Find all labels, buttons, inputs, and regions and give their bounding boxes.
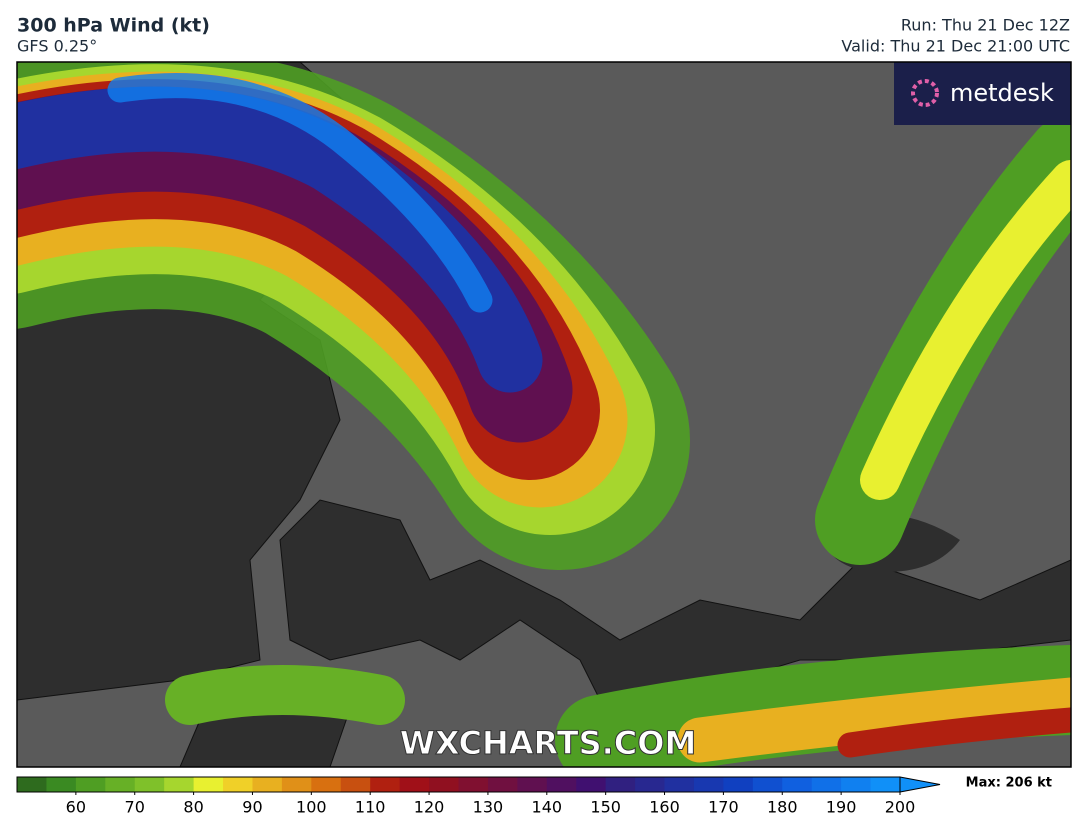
map: metdesk WXCHARTS.COM bbox=[17, 62, 1071, 767]
logo-text: metdesk bbox=[950, 79, 1054, 107]
color-swatch bbox=[841, 777, 872, 792]
color-swatch bbox=[340, 777, 371, 792]
color-swatch bbox=[46, 777, 77, 792]
tick-label: 80 bbox=[183, 798, 203, 817]
color-swatch bbox=[311, 777, 342, 792]
tick-label: 110 bbox=[355, 798, 386, 817]
color-swatch bbox=[723, 777, 754, 792]
color-swatch bbox=[576, 777, 607, 792]
tick-label: 150 bbox=[590, 798, 621, 817]
color-swatch bbox=[134, 777, 165, 792]
logo-box bbox=[894, 62, 1071, 125]
title: 300 hPa Wind (kt) bbox=[17, 15, 210, 37]
map-frame bbox=[16, 61, 1072, 768]
color-swatch bbox=[487, 777, 518, 792]
color-swatch bbox=[17, 777, 47, 792]
tick-label: 190 bbox=[826, 798, 857, 817]
color-swatch bbox=[105, 777, 136, 792]
tick-label: 200 bbox=[885, 798, 916, 817]
tick-label: 170 bbox=[708, 798, 739, 817]
color-swatch bbox=[782, 777, 813, 792]
watermark: WXCHARTS.COM bbox=[400, 724, 697, 762]
color-swatch bbox=[635, 777, 666, 792]
color-swatch bbox=[517, 777, 548, 792]
color-swatch bbox=[223, 777, 253, 792]
max-label: Max: 206 kt bbox=[966, 776, 1052, 791]
color-swatch bbox=[193, 777, 224, 792]
color-swatch bbox=[399, 777, 430, 792]
tick-label: 100 bbox=[296, 798, 327, 817]
color-swatch bbox=[75, 777, 106, 792]
colorbar-frame bbox=[16, 776, 901, 793]
tick-label: 180 bbox=[767, 798, 798, 817]
subtitle: GFS 0.25° bbox=[17, 37, 97, 56]
tick-label: 130 bbox=[473, 798, 504, 817]
tick-label: 70 bbox=[125, 798, 145, 817]
logo-icon bbox=[911, 79, 939, 107]
color-swatch bbox=[811, 777, 842, 792]
tick-label: 90 bbox=[242, 798, 262, 817]
tick-label: 160 bbox=[649, 798, 680, 817]
colorbar: 60 70 80 90 100 110 120 130 140 150 160 170 180 190 20… bbox=[16, 776, 941, 817]
jet-stream bbox=[17, 62, 1071, 767]
tick-label: 60 bbox=[66, 798, 86, 817]
color-swatch bbox=[752, 777, 783, 792]
color-swatch bbox=[252, 777, 283, 792]
tick-label: 120 bbox=[414, 798, 445, 817]
color-swatch bbox=[370, 777, 401, 792]
color-swatch bbox=[546, 777, 577, 792]
run-time: Run: Thu 21 Dec 12Z bbox=[901, 16, 1070, 35]
color-swatch bbox=[281, 777, 312, 792]
color-swatch bbox=[870, 777, 901, 792]
color-swatch bbox=[429, 777, 459, 792]
valid-time: Valid: Thu 21 Dec 21:00 UTC bbox=[841, 37, 1070, 56]
color-swatch bbox=[693, 777, 724, 792]
color-swatch bbox=[664, 777, 695, 792]
tick-label: 140 bbox=[532, 798, 563, 817]
color-swatch bbox=[458, 777, 489, 792]
color-swatch bbox=[605, 777, 636, 792]
color-swatch bbox=[164, 777, 195, 792]
